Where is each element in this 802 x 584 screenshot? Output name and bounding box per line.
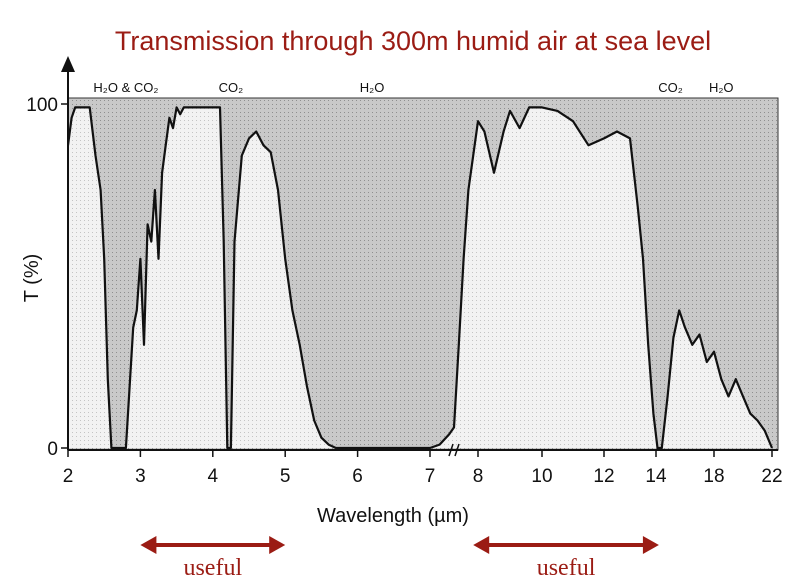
band-label: H₂O (709, 80, 734, 95)
ticks-layer: 2 3 4 5 6 7 8 10 12 14 18 22 0 100 (26, 95, 782, 487)
x-tick-label: 3 (135, 466, 146, 487)
x-tick-label: 7 (425, 466, 436, 487)
axis-break-mark (448, 443, 454, 457)
x-tick-label: 6 (352, 466, 363, 487)
transmission-line (68, 106, 774, 450)
x-tick-label: 5 (280, 466, 291, 487)
x-tick-label: 10 (531, 466, 552, 487)
y-tick-label: 100 (26, 95, 58, 116)
x-tick-label: 18 (703, 466, 724, 487)
useful-label: useful (537, 555, 596, 581)
x-tick-label: 22 (761, 466, 782, 487)
x-tick-label: 8 (473, 466, 484, 487)
useful-label: useful (183, 555, 242, 581)
x-tick-label: 12 (593, 466, 614, 487)
band-label: CO₂ (658, 80, 683, 95)
x-tick-label: 4 (208, 466, 219, 487)
chart-title: Transmission through 300m humid air at s… (115, 26, 711, 56)
y-tick-label: 0 (47, 439, 58, 460)
useful-ranges: useful useful (140, 536, 659, 581)
band-label: H₂O & CO₂ (93, 80, 158, 95)
x-axis-label: Wavelength (µm) (317, 505, 469, 527)
useful-arrowhead-right (269, 536, 286, 554)
useful-arrowhead-right (642, 536, 659, 554)
y-axis-label: T (%) (21, 254, 43, 303)
transmission-area (68, 107, 772, 449)
band-label: H₂O (360, 80, 385, 95)
useful-arrowhead-left (473, 536, 490, 554)
x-tick-label: 2 (63, 466, 74, 487)
useful-arrowhead-left (140, 536, 157, 554)
y-axis-arrowhead (61, 56, 75, 72)
band-label: CO₂ (219, 80, 244, 95)
axis-break-mark (454, 443, 460, 457)
x-tick-label: 14 (645, 466, 667, 487)
band-labels: H₂O & CO₂ CO₂ H₂O CO₂ H₂O (93, 80, 733, 95)
series-layer (68, 106, 774, 450)
